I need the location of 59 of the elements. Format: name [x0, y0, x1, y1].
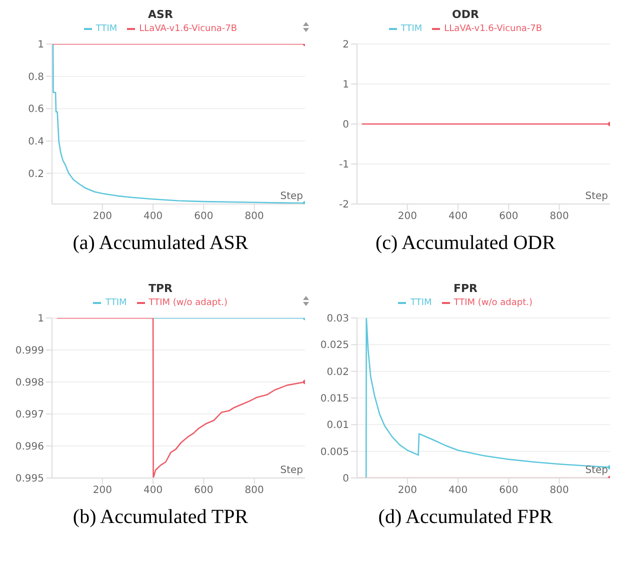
x-tick-label: 600	[194, 485, 214, 496]
text: (c) Accumulated ODR	[374, 232, 556, 255]
y-tick-label: 1	[38, 314, 44, 325]
x-axis-title: Step	[585, 465, 608, 476]
y-tick-label: 0.2	[28, 168, 44, 180]
x-tick-label: 800	[550, 485, 569, 496]
y-tick-label: -1	[339, 160, 349, 171]
x-tick-label: 800	[244, 485, 264, 496]
x-tick-label: 600	[499, 211, 518, 222]
x-tick-label: 800	[550, 211, 569, 222]
y-tick-label: 0.01	[326, 420, 349, 432]
x-axis-title: Step	[585, 191, 608, 202]
y-tick-label: 0.025	[320, 340, 349, 352]
y-tick-label: 0.02	[326, 366, 349, 378]
y-tick-label: 1	[342, 80, 349, 91]
y-tick-label: 0.4	[28, 136, 44, 148]
chart-title: TPR	[147, 282, 174, 296]
chart-title: ODR	[451, 8, 480, 22]
y-tick-label: 0.8	[28, 72, 44, 83]
y-tick-label: 0.03	[326, 314, 349, 325]
legend-label: TTIM	[94, 23, 118, 36]
legend-label: TTIM (w/o adapt.)	[452, 297, 532, 310]
x-tick-label: 800	[244, 211, 264, 222]
y-tick-label: 0.005	[320, 446, 349, 458]
y-tick-label: 0.998	[15, 378, 44, 389]
x-axis-title: Step	[280, 191, 303, 202]
x-tick-label: 400	[144, 485, 163, 496]
x-axis-title: Step	[280, 465, 303, 476]
x-tick-label: 200	[92, 211, 112, 222]
y-tick-label: 0	[342, 120, 349, 131]
y-tick-label: 0.6	[28, 104, 44, 116]
x-tick-label: 200	[398, 211, 417, 222]
legend-label: TTIM	[400, 23, 422, 36]
legend-label: TTIM (w/o adapt.)	[148, 297, 228, 310]
legend-label: LLaVA-v1.6-Vicuna-7B	[443, 23, 542, 36]
text: (d) Accumulated FPR	[377, 506, 554, 529]
chart-title: ASR	[147, 8, 174, 22]
legend-label: TTIM	[409, 297, 432, 310]
y-tick-label: 2	[342, 40, 349, 51]
chart-title: FPR	[452, 282, 479, 296]
x-tick-label: 200	[398, 485, 417, 496]
y-tick-label: 0.997	[15, 410, 44, 421]
x-tick-label: 200	[92, 485, 112, 496]
y-tick-label: 0.999	[15, 346, 44, 357]
x-tick-label: 600	[194, 211, 214, 222]
legend-label: LLaVA-v1.6-Vicuna-7B	[138, 23, 238, 36]
y-tick-label: 1	[38, 40, 44, 51]
x-tick-label: 600	[499, 485, 518, 496]
x-tick-label: 400	[144, 211, 163, 222]
y-tick-label: 0.996	[15, 442, 44, 453]
text: (b) Accumulated TPR	[72, 506, 250, 529]
y-tick-label: 0	[342, 474, 349, 485]
x-tick-label: 400	[448, 485, 468, 496]
text: (a) Accumulated ASR	[72, 232, 250, 255]
y-tick-label: -2	[339, 200, 349, 211]
y-tick-label: 0.995	[15, 474, 44, 485]
y-tick-label: 0.015	[320, 394, 349, 405]
legend-label: TTIM	[104, 297, 127, 310]
x-tick-label: 400	[448, 211, 468, 222]
